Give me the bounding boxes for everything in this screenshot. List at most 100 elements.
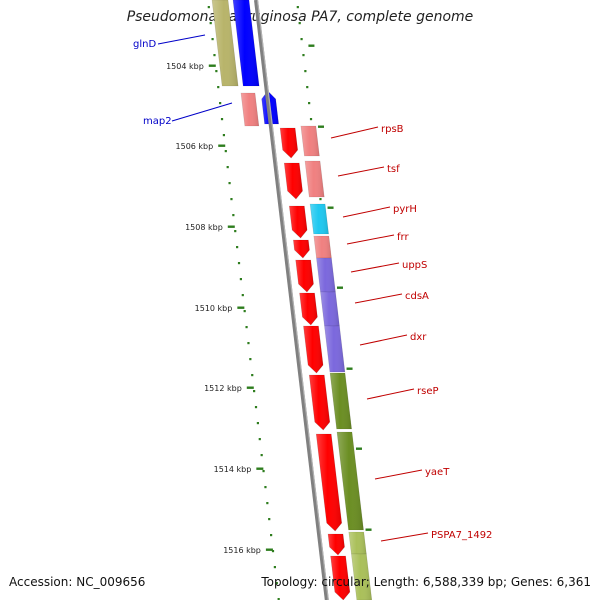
- label-leader-dxr: [359, 334, 408, 346]
- label-leaders: [157, 34, 429, 542]
- feature-glnD-shade: [233, 0, 260, 86]
- cds-arrow-shade: [328, 534, 345, 555]
- backbone: [254, 0, 329, 600]
- kbp-tick: [237, 306, 245, 309]
- kbp-tick: [256, 467, 264, 470]
- scale-dot: [220, 118, 224, 121]
- scale-dot: [245, 326, 248, 329]
- label-leader-map2: [171, 102, 233, 122]
- kbp-tick-outer: [336, 286, 343, 289]
- kbp-tick: [208, 64, 216, 67]
- scale-dot: [264, 486, 267, 489]
- scale-dot: [319, 198, 322, 201]
- scale-dot: [224, 150, 227, 153]
- kbp-label: 1512 kbp: [204, 384, 242, 393]
- gene-label-uppS: uppS: [402, 260, 427, 271]
- kbp-label: 1506 kbp: [176, 142, 214, 151]
- scale-dot: [277, 598, 280, 600]
- scale-dot: [228, 182, 231, 185]
- scale-dot: [256, 422, 259, 425]
- feature-dxr-shade: [324, 326, 345, 372]
- kbp-ticks: 1504 kbp 1506 kbp 1508 kbp 1510 kbp 1512 kbp…: [166, 44, 372, 555]
- gene-label-dxr: dxr: [410, 332, 427, 343]
- backbone-line: [254, 0, 329, 600]
- scale-dot: [211, 38, 214, 41]
- label-leader-rseP: [366, 388, 415, 400]
- scale-dot: [304, 70, 307, 73]
- feature-pyrH-shade: [310, 204, 329, 234]
- kbp-tick-outer: [308, 44, 315, 47]
- gene-label-map2: map2: [143, 116, 172, 127]
- scale-dots: [207, 6, 369, 600]
- feature-cdsA-shade: [320, 292, 340, 326]
- feature-next-shade: [351, 554, 372, 600]
- kbp-label: 1504 kbp: [166, 62, 204, 71]
- scale-dot: [262, 470, 265, 473]
- gene-label-glnD: glnD: [133, 39, 156, 50]
- kbp-label: 1514 kbp: [214, 465, 252, 474]
- kbp-tick-outer: [327, 206, 334, 209]
- cds-arrow-shade: [284, 163, 303, 199]
- gene-label-tsf: tsf: [387, 164, 400, 175]
- cds-arrow-shade: [309, 375, 330, 430]
- scale-dot: [302, 54, 305, 57]
- accession-label: Accession: NC_009656: [9, 575, 146, 589]
- scale-dot: [236, 246, 239, 249]
- scale-dot: [309, 118, 313, 121]
- topology-label: Topology: circular; Length: 6,588,339 bp…: [261, 575, 591, 589]
- cds-arrow-shade: [330, 556, 350, 600]
- kbp-tick-outer: [365, 528, 372, 531]
- label-leader-uppS: [350, 262, 400, 273]
- label-leader-cdsA: [354, 293, 403, 304]
- scale-dot: [253, 390, 256, 393]
- kbp-tick-outer: [346, 367, 353, 370]
- scale-dot: [207, 6, 210, 9]
- label-leader-tsf: [337, 166, 385, 177]
- map-title: Pseudomonas aeruginosa PA7, complete gen…: [126, 9, 474, 25]
- cds-arrow-shade: [316, 434, 342, 531]
- feature-tsf-shade: [304, 161, 325, 197]
- gene-label-frr: frr: [397, 232, 409, 243]
- gene-labels: glnD map2 rpsB tsf pyrH frr uppS cdsA dxr rseP yae…: [133, 39, 492, 541]
- feature-glnD-shade-shade: [212, 0, 239, 86]
- gene-label-PSPA7_1492: PSPA7_1492: [431, 530, 492, 541]
- kbp-tick: [246, 386, 254, 389]
- label-leader-PSPA7_1492: [380, 532, 429, 542]
- scale-dot: [234, 230, 237, 233]
- label-leader-glnD: [157, 34, 206, 45]
- cds-arrow-shade: [280, 128, 298, 158]
- scale-dot: [222, 134, 226, 137]
- kbp-tick: [227, 225, 235, 228]
- feature-rpsB-shade: [300, 126, 320, 156]
- gene-label-rpsB: rpsB: [381, 124, 404, 135]
- scale-dot: [273, 566, 276, 569]
- cds-arrow-shade: [303, 326, 324, 373]
- scale-dot: [232, 214, 235, 217]
- scale-dot: [209, 22, 212, 25]
- cds-arrow-shade: [289, 206, 308, 238]
- feature-rseP-shade: [330, 373, 352, 429]
- feature-track: [211, 0, 373, 600]
- label-leader-pyrH: [342, 206, 391, 218]
- kbp-tick-outer: [355, 447, 362, 450]
- scale-dot: [260, 454, 263, 457]
- scale-dot: [215, 70, 218, 73]
- backbone-highlight: [256, 0, 329, 600]
- kbp-label: 1510 kbp: [195, 304, 233, 313]
- cds-arrow-shade: [295, 260, 314, 292]
- scale-dot: [239, 278, 243, 281]
- scale-dot: [254, 406, 258, 409]
- label-leader-frr: [346, 234, 395, 245]
- feature-PSPA7_1492-shade: [348, 532, 367, 554]
- scale-dot: [243, 310, 246, 313]
- scale-dot: [308, 102, 311, 105]
- gene-label-yaeT: yaeT: [425, 467, 450, 478]
- scale-dot: [298, 22, 301, 25]
- label-leader-yaeT: [374, 469, 423, 480]
- scale-dot: [213, 54, 216, 57]
- feature-frr-shade: [313, 236, 332, 258]
- scale-dot: [275, 582, 278, 585]
- scale-dot: [217, 86, 220, 89]
- kbp-tick: [265, 548, 273, 551]
